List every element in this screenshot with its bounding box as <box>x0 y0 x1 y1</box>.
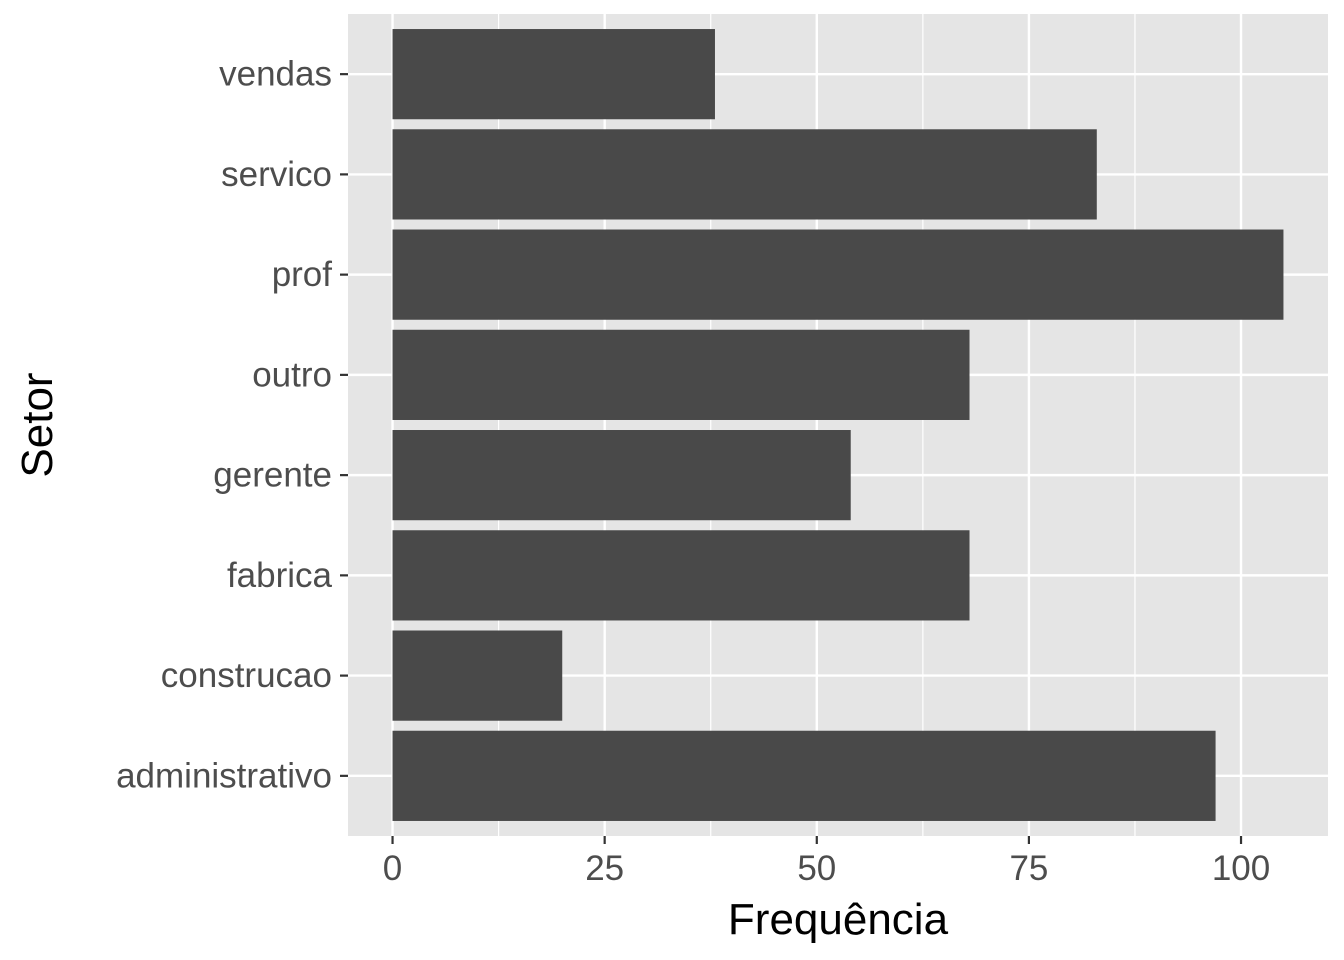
y-tick-label: fabrica <box>227 556 333 595</box>
x-tick-label: 100 <box>1212 849 1270 888</box>
bar-outro <box>392 329 970 420</box>
y-tick-label: gerente <box>213 456 332 495</box>
y-axis-title: Setor <box>13 372 62 477</box>
bar-construcao <box>392 630 563 721</box>
x-tick-label: 25 <box>585 849 624 888</box>
x-axis: 0 25 50 75 100 <box>383 836 1270 888</box>
y-axis: administrativo construcao fabrica gerente ou… <box>116 55 348 795</box>
y-tick-label: servico <box>221 155 332 194</box>
x-tick-label: 50 <box>797 849 836 888</box>
bar-vendas <box>392 29 715 120</box>
x-tick-label: 75 <box>1009 849 1048 888</box>
y-tick-label: construcao <box>161 656 332 695</box>
bar-prof <box>392 229 1284 320</box>
y-tick-label: administrativo <box>116 756 332 795</box>
y-tick-label: prof <box>272 255 333 294</box>
bar-fabrica <box>392 530 970 621</box>
y-tick-label: outro <box>252 355 332 394</box>
x-axis-title: Frequência <box>728 895 949 944</box>
y-tick-label: vendas <box>219 55 332 94</box>
bars <box>392 29 1284 821</box>
bar-gerente <box>392 430 851 521</box>
bar-administrativo <box>392 730 1216 821</box>
bar-servico <box>392 129 1097 220</box>
x-tick-label: 0 <box>383 849 402 888</box>
